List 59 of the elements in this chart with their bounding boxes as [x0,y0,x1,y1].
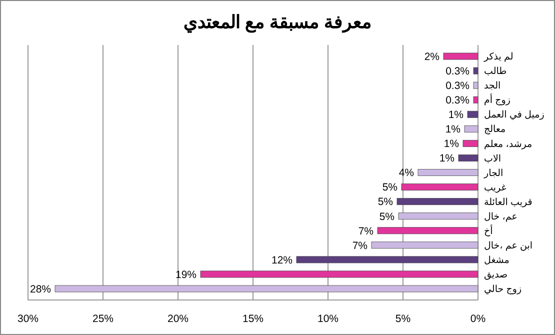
y-tick-label: غريب [484,182,506,194]
y-tick-label: صديق [484,270,508,281]
bar [458,154,478,162]
y-tick-label: زوج أم [484,93,511,106]
y-tick-label: الاب [484,153,502,164]
data-label: 7% [352,240,368,252]
bar [473,96,478,104]
data-label: 28% [30,283,51,296]
bar [377,227,478,234]
y-tick-label: معالج [484,124,506,136]
y-tick-label: ابن عم ،خال [484,240,533,252]
data-label: 0.3% [446,80,470,92]
y-tick-label: طالب [484,66,507,78]
chart-title: معرفة مسبقة مع المعتدي [183,12,372,33]
x-tick-label: 0% [470,313,486,325]
y-tick-label: لم يذكر [483,52,514,63]
data-label: 1% [439,152,454,165]
bar [467,110,478,118]
data-label: 2% [424,50,440,63]
x-tick-label: 5% [395,313,411,325]
bar [401,184,478,190]
y-tick-label: الجد [484,80,501,92]
y-tick-label: زميل في العمل [484,110,545,121]
y-tick-label: عم، خال [484,211,518,222]
x-tick-label: 15% [242,313,264,325]
y-tick-label: زوج حالي [484,284,522,296]
data-label: 0.3% [446,94,470,107]
data-label: 4% [398,167,414,180]
bar [464,125,478,132]
y-tick-label: قريب العائلة [484,196,532,208]
bar [418,169,478,176]
x-tick-label: 20% [167,313,189,325]
data-label: 5% [379,210,394,223]
bar [473,82,478,89]
bar [396,198,478,206]
y-tick-label: مشغل [484,255,510,266]
data-label: 1% [444,138,459,150]
data-label: 1% [445,124,460,136]
y-tick-label: مرشد، معلم [484,138,532,150]
data-label: 19% [175,268,196,281]
bar [371,242,478,249]
data-label: 0.3% [446,65,470,78]
data-label: 7% [358,225,374,238]
data-label: 5% [382,182,398,194]
x-tick-label: 10% [317,313,339,325]
y-tick-label: أخ [484,224,494,237]
bar [462,140,478,147]
bar [443,52,478,60]
data-label: 5% [378,196,393,208]
data-label: 12% [271,254,292,266]
bar [473,67,478,74]
bar [200,270,478,278]
x-tick-label: 25% [92,313,114,325]
data-label: 1% [448,109,464,122]
bar [296,256,478,264]
bar [54,285,478,292]
bar [398,212,478,220]
y-tick-label: الجار [483,168,504,179]
x-tick-label: 30% [17,313,39,325]
